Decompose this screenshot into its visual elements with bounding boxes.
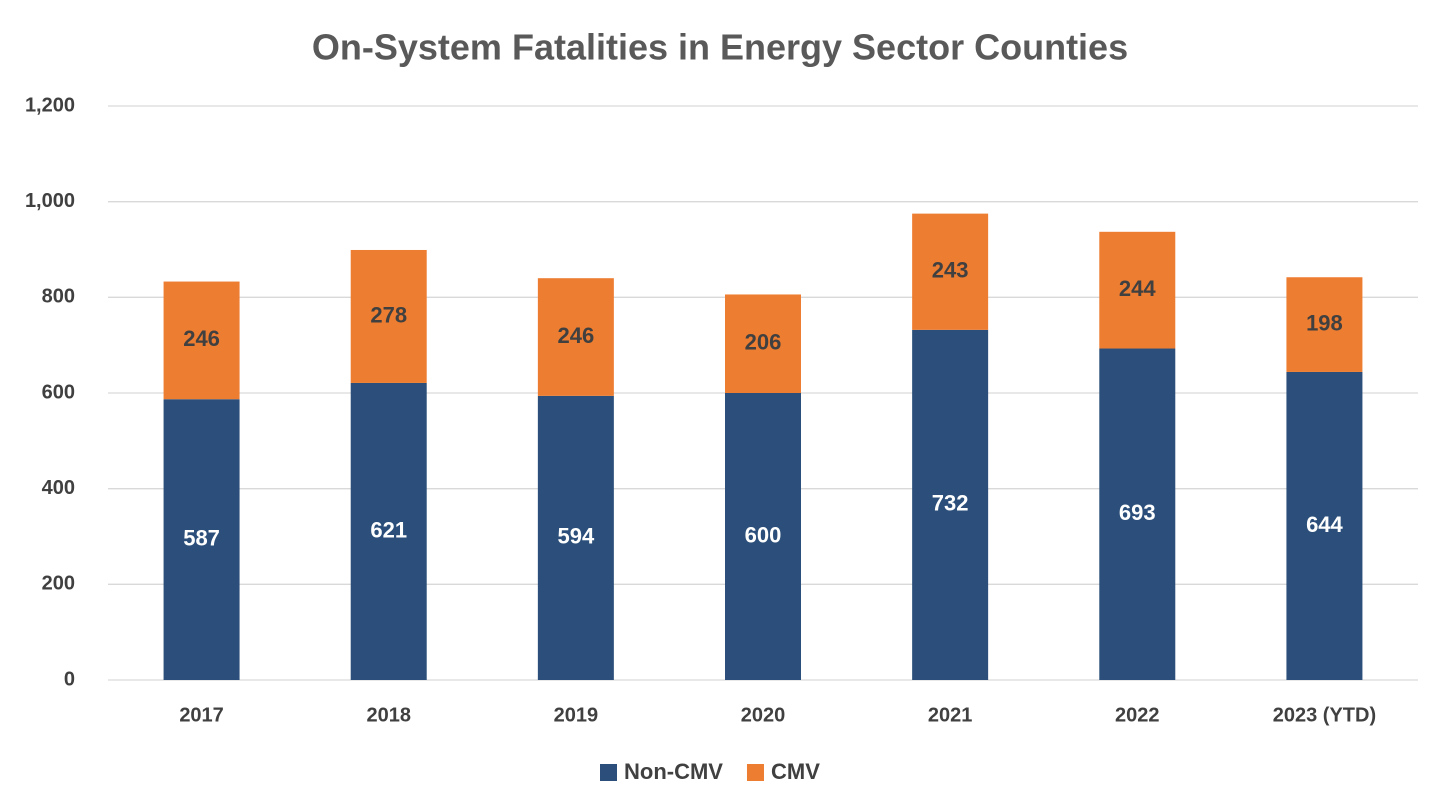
x-tick-label: 2021 [928,704,973,726]
x-tick-label: 2018 [366,704,411,726]
bar-segment [1099,231,1176,349]
y-tick-label: 600 [42,381,75,403]
bar-segment [350,382,427,680]
legend-swatch [746,764,764,781]
bar-segment [912,213,989,330]
y-tick-label: 1,200 [25,94,75,116]
bar-segment [912,329,989,680]
data-label: 594 [557,524,594,549]
bar-segment [537,278,614,396]
legend-label: Non-CMV [624,759,723,784]
bar-segment [725,393,801,680]
data-label: 198 [1306,310,1343,335]
data-label: 246 [183,326,220,351]
data-label: 206 [745,330,782,355]
bar-segment [163,281,240,400]
data-label: 693 [1119,500,1156,525]
data-label: 246 [557,323,594,348]
data-label: 732 [932,491,969,516]
x-tick-label: 2022 [1115,704,1160,726]
y-tick-label: 800 [42,286,75,308]
chart-title: On-System Fatalities in Energy Sector Co… [312,27,1128,68]
legend-label: CMV [771,759,820,784]
y-tick-label: 400 [42,477,75,499]
x-tick-label: 2017 [179,704,224,726]
data-label: 644 [1306,512,1343,537]
legend-swatch [600,764,617,781]
y-tick-label: 1,000 [25,190,75,212]
x-tick-label: 2019 [554,704,599,726]
y-tick-label: 0 [64,668,75,690]
bar-segment [725,294,801,393]
x-tick-label: 2023 (YTD) [1273,704,1376,726]
data-label: 243 [932,258,969,283]
data-label: 244 [1119,276,1156,301]
bar-segment [1099,348,1176,680]
data-label: 600 [745,522,782,547]
bar-segment [1286,371,1363,680]
data-label: 621 [370,517,407,542]
x-tick-label: 2020 [741,704,786,726]
data-label: 587 [183,525,220,550]
y-tick-label: 200 [42,573,75,595]
bar-segment [537,395,614,680]
bar-segment [163,399,240,680]
bar-segment [350,249,427,383]
data-label: 278 [370,302,407,327]
bar-segment [1286,277,1363,372]
